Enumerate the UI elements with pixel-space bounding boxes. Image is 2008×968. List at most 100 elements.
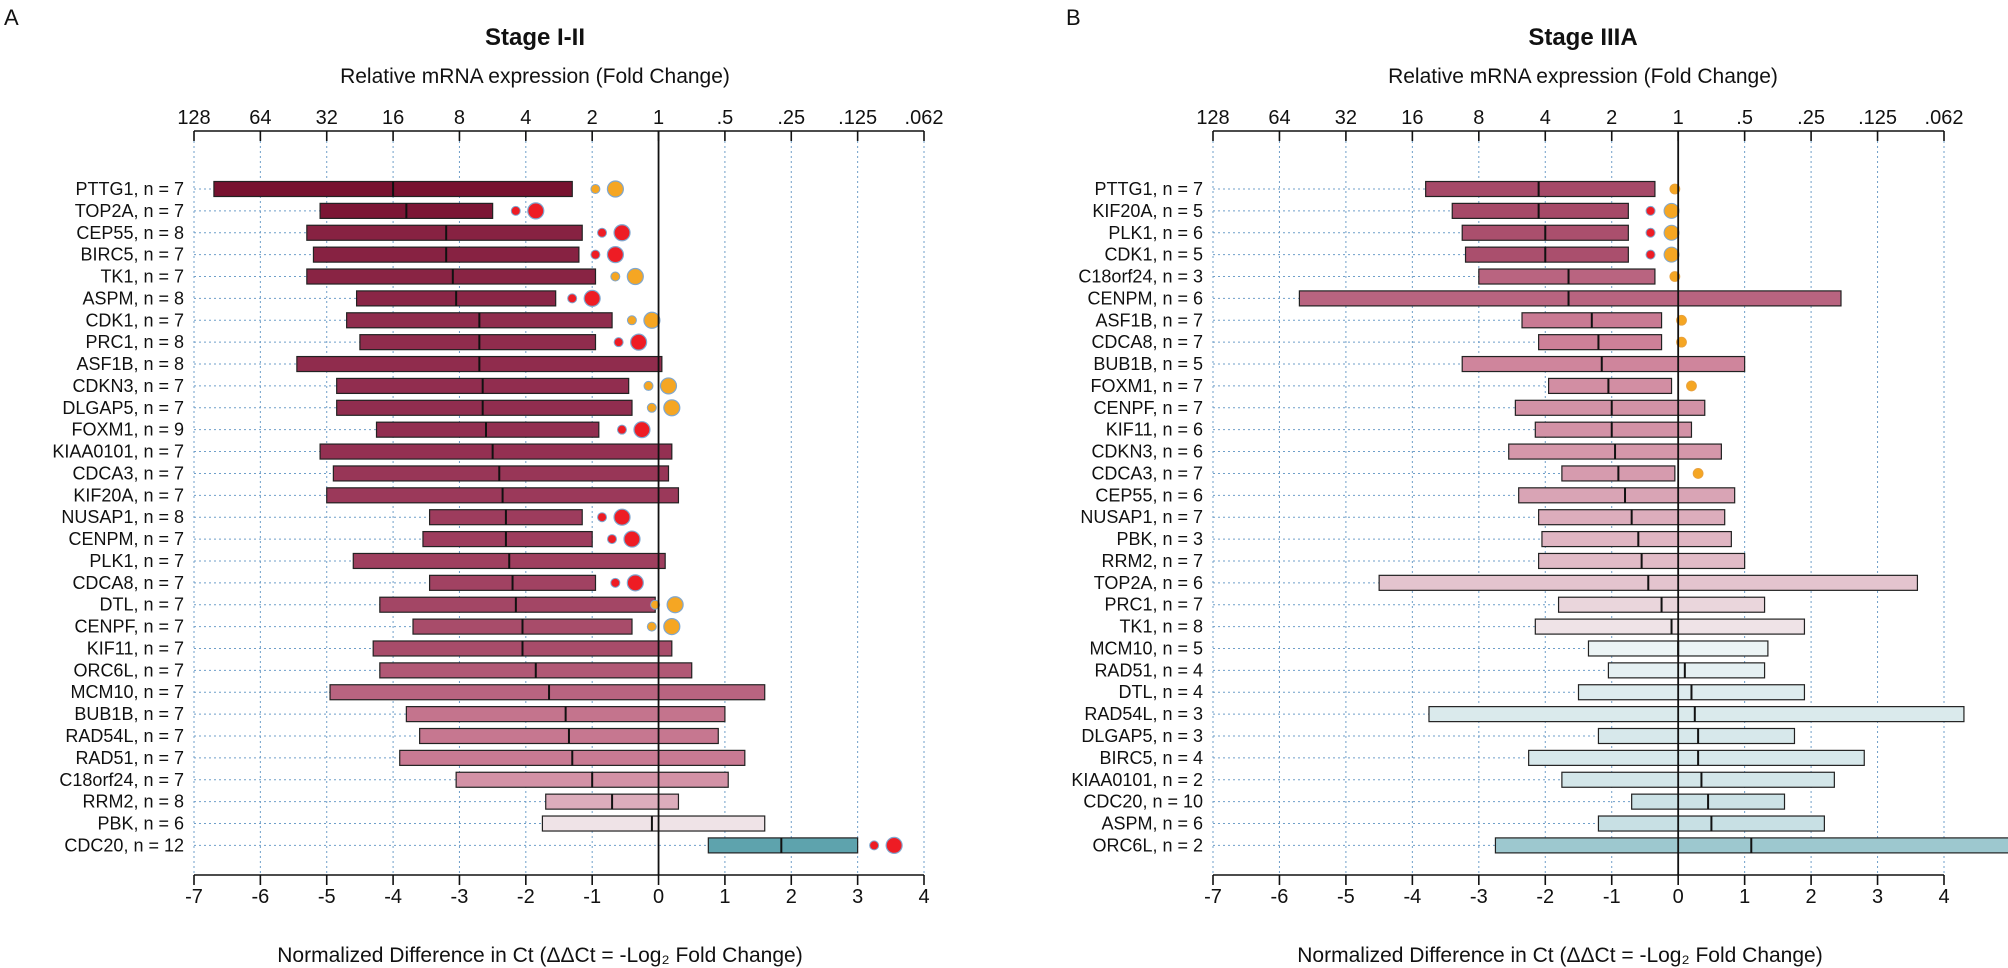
panel-a-title: Stage I-II bbox=[485, 24, 585, 51]
significance-dot bbox=[1663, 202, 1680, 219]
row-label: CENPF, n = 7 bbox=[74, 617, 184, 637]
panel-letter-a: A bbox=[4, 5, 19, 30]
top-tick-label: 1 bbox=[653, 107, 664, 129]
significance-dot-small bbox=[1645, 205, 1656, 216]
panel-a: A Stage I-II Relative mRNA expression (F… bbox=[4, 5, 943, 967]
row-label: KIF20A, n = 7 bbox=[73, 485, 184, 505]
significance-dot bbox=[659, 377, 678, 395]
row-label: MCM10, n = 5 bbox=[1089, 638, 1203, 658]
row-label: PBK, n = 6 bbox=[97, 814, 184, 834]
top-tick-label: .5 bbox=[717, 107, 734, 129]
significance-dot-small bbox=[616, 424, 627, 435]
top-tick-label: .062 bbox=[905, 107, 944, 129]
bottom-tick-label: -5 bbox=[1337, 886, 1355, 908]
row-label: FOXM1, n = 9 bbox=[71, 420, 184, 440]
row-label: CDK1, n = 7 bbox=[85, 310, 184, 330]
range-bar bbox=[379, 596, 656, 613]
significance-dot bbox=[613, 224, 631, 242]
panel-b-axes: 128 64 32 16 8 4 2 1.5.25.125.062-7 -6 -5 -4 -3 -2 -1… bbox=[1196, 107, 1963, 908]
significance-dot bbox=[663, 617, 681, 636]
panel-a-x-axis-label: Normalized Difference in Ct (ΔΔCt = -Log… bbox=[277, 944, 802, 967]
significance-dot bbox=[527, 202, 545, 220]
range-bar bbox=[306, 268, 597, 285]
row-label: TOP2A, n = 7 bbox=[75, 201, 184, 221]
significance-dot bbox=[643, 311, 661, 329]
bottom-tick-label: -1 bbox=[1603, 886, 1621, 908]
top-tick-label: 16 bbox=[1401, 107, 1423, 129]
row-label: NUSAP1, n = 7 bbox=[1080, 507, 1203, 527]
row-label: RRM2, n = 7 bbox=[1101, 551, 1203, 571]
significance-dot-small bbox=[869, 840, 880, 851]
bottom-tick-label: 3 bbox=[852, 886, 863, 908]
row-label: CDKN3, n = 7 bbox=[72, 376, 184, 396]
panel-a-bars bbox=[213, 180, 903, 855]
significance-dot bbox=[623, 530, 641, 548]
range-bar bbox=[1607, 662, 1766, 679]
significance-dot bbox=[633, 421, 651, 439]
significance-dot-small bbox=[1645, 227, 1656, 238]
row-label: ASPM, n = 6 bbox=[1101, 814, 1203, 834]
row-label: CDC20, n = 10 bbox=[1083, 792, 1203, 812]
row-label: CDKN3, n = 6 bbox=[1091, 442, 1203, 462]
row-label: CENPF, n = 7 bbox=[1093, 398, 1203, 418]
bottom-tick-label: 1 bbox=[719, 886, 730, 908]
bottom-tick-label: -4 bbox=[1403, 886, 1421, 908]
top-tick-label: 32 bbox=[316, 107, 338, 129]
significance-dot bbox=[606, 246, 625, 264]
significance-dot bbox=[626, 574, 644, 592]
row-label: PRC1, n = 7 bbox=[1104, 595, 1203, 615]
top-tick-label: 32 bbox=[1335, 107, 1357, 129]
row-label: CDK1, n = 5 bbox=[1104, 245, 1203, 265]
range-bar bbox=[1425, 180, 1656, 198]
range-bar bbox=[1534, 421, 1693, 438]
row-label: TK1, n = 7 bbox=[100, 267, 184, 287]
row-label: DTL, n = 4 bbox=[1118, 682, 1203, 702]
range-bar bbox=[1547, 377, 1673, 395]
significance-dot bbox=[630, 333, 648, 351]
significance-dot-small bbox=[650, 599, 661, 610]
panel-b-top-axis-label: Relative mRNA expression (Fold Change) bbox=[1388, 65, 1778, 88]
significance-dot-small bbox=[610, 271, 621, 282]
row-label: RAD54L, n = 3 bbox=[1084, 704, 1203, 724]
top-tick-label: .25 bbox=[777, 107, 805, 129]
significance-dot-small bbox=[643, 380, 654, 391]
range-bar bbox=[375, 421, 600, 438]
significance-dot-small bbox=[646, 621, 657, 632]
panel-b-row-guides bbox=[1213, 188, 1632, 846]
significance-dot bbox=[1663, 224, 1680, 241]
row-label: CDCA8, n = 7 bbox=[72, 573, 184, 593]
top-tick-label: 16 bbox=[382, 107, 404, 129]
significance-dot bbox=[663, 399, 681, 417]
significance-dot-small bbox=[597, 512, 608, 523]
row-label: TK1, n = 8 bbox=[1119, 617, 1203, 637]
significance-dot-small bbox=[646, 402, 657, 413]
significance-dot-small bbox=[610, 577, 621, 588]
row-label: ASF1B, n = 8 bbox=[76, 354, 184, 374]
range-bar bbox=[1478, 268, 1656, 285]
range-bar bbox=[319, 443, 673, 460]
significance-dot-small bbox=[590, 184, 601, 194]
row-label: MCM10, n = 7 bbox=[70, 682, 184, 702]
bottom-tick-label: -5 bbox=[318, 886, 336, 908]
row-label: DTL, n = 7 bbox=[99, 595, 184, 615]
top-tick-label: 1 bbox=[1673, 107, 1684, 129]
row-label: DLGAP5, n = 3 bbox=[1081, 726, 1203, 746]
bottom-tick-label: -6 bbox=[1271, 886, 1289, 908]
range-bar bbox=[1561, 771, 1835, 788]
top-tick-label: .5 bbox=[1736, 107, 1753, 129]
panel-b-bars bbox=[1298, 180, 2008, 854]
range-bar bbox=[1538, 334, 1663, 351]
significance-dot bbox=[666, 596, 684, 614]
row-label: ORC6L, n = 2 bbox=[1092, 835, 1203, 855]
range-bar bbox=[422, 530, 593, 548]
row-label: BUB1B, n = 7 bbox=[74, 704, 184, 724]
top-tick-label: 8 bbox=[1473, 107, 1484, 129]
significance-dot-small bbox=[1645, 249, 1656, 260]
row-label: CDCA3, n = 7 bbox=[72, 463, 184, 483]
top-tick-label: 128 bbox=[177, 107, 210, 129]
range-bar bbox=[1461, 355, 1746, 373]
row-label: C18orf24, n = 3 bbox=[1078, 267, 1203, 287]
range-bar bbox=[1597, 727, 1796, 745]
